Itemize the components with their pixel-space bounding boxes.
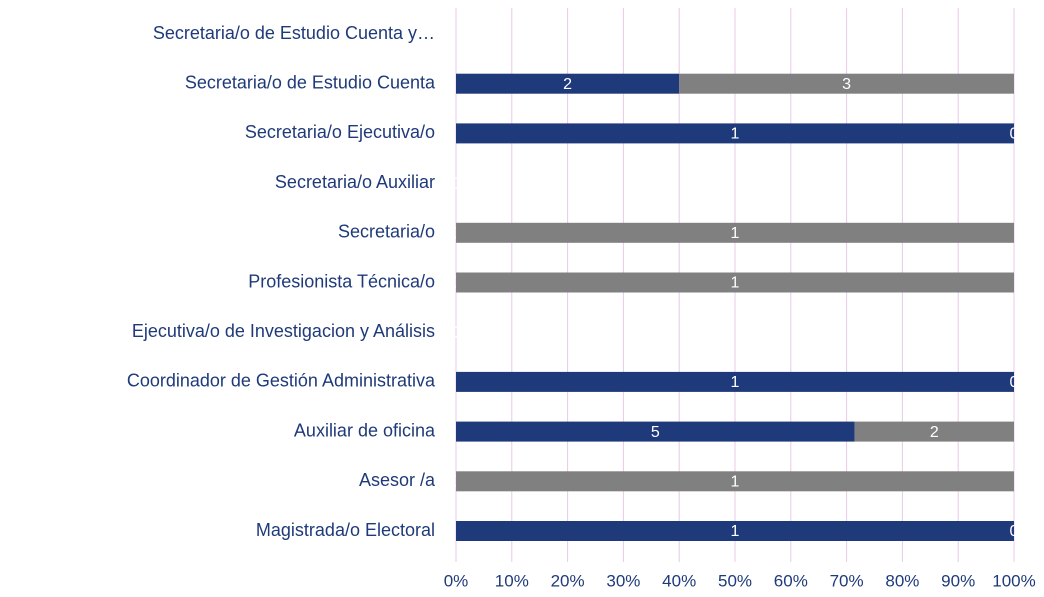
bar-segment (854, 421, 1014, 442)
x-tick-label: 30% (606, 571, 640, 590)
x-tick-label: 90% (941, 571, 975, 590)
bar-segment (456, 272, 1014, 293)
bar-segment (456, 471, 1014, 492)
data-label: 0 (452, 324, 461, 341)
x-tick-label: 20% (551, 571, 585, 590)
y-tick-label: Secretaria/o Ejecutiva/o (245, 122, 435, 142)
data-label: 1 (731, 275, 740, 292)
y-tick-label: Secretaria/o de Estudio Cuenta y… (153, 23, 435, 43)
y-tick-label: Secretaria/o de Estudio Cuenta (185, 72, 436, 92)
data-label: 1 (731, 126, 740, 143)
y-tick-label: Coordinador de Gestión Administrativa (127, 371, 436, 391)
x-tick-label: 10% (495, 571, 529, 590)
data-label: 0 (1010, 374, 1019, 391)
data-label: 0 (1010, 523, 1019, 540)
bar-segment (456, 421, 855, 442)
data-label: 1 (731, 474, 740, 491)
data-label: 5 (651, 424, 660, 441)
bar-segment (679, 73, 1014, 94)
x-tick-label: 100% (992, 571, 1035, 590)
y-tick-label: Auxiliar de oficina (294, 420, 436, 440)
x-tick-label: 40% (662, 571, 696, 590)
y-tick-label: Magistrada/o Electoral (256, 520, 435, 540)
bar-segment (456, 222, 1014, 243)
x-tick-label: 70% (830, 571, 864, 590)
y-tick-label: Profesionista Técnica/o (248, 271, 435, 291)
x-tick-label: 60% (774, 571, 808, 590)
bar-segment (456, 123, 1014, 144)
data-label: 2 (563, 76, 572, 93)
data-label: 0 (452, 175, 461, 192)
y-tick-label: Secretaria/o (338, 222, 435, 242)
data-label: 1 (731, 523, 740, 540)
y-tick-label: Asesor /a (359, 470, 436, 490)
x-tick-label: 80% (885, 571, 919, 590)
data-label: 1 (731, 225, 740, 242)
x-tick-label: 0% (444, 571, 469, 590)
data-label: 3 (842, 76, 851, 93)
y-tick-label: Ejecutiva/o de Investigacion y Análisis (132, 321, 435, 341)
data-label: 1 (731, 374, 740, 391)
x-tick-label: 50% (718, 571, 752, 590)
bar-segment (456, 371, 1014, 392)
y-tick-label: Secretaria/o Auxiliar (275, 172, 435, 192)
data-label: 0 (452, 175, 461, 192)
data-label: 0 (452, 324, 461, 341)
data-label: 0 (1010, 126, 1019, 143)
bar-segment (456, 521, 1014, 541)
data-label: 2 (930, 424, 939, 441)
bar-segment (456, 73, 680, 94)
